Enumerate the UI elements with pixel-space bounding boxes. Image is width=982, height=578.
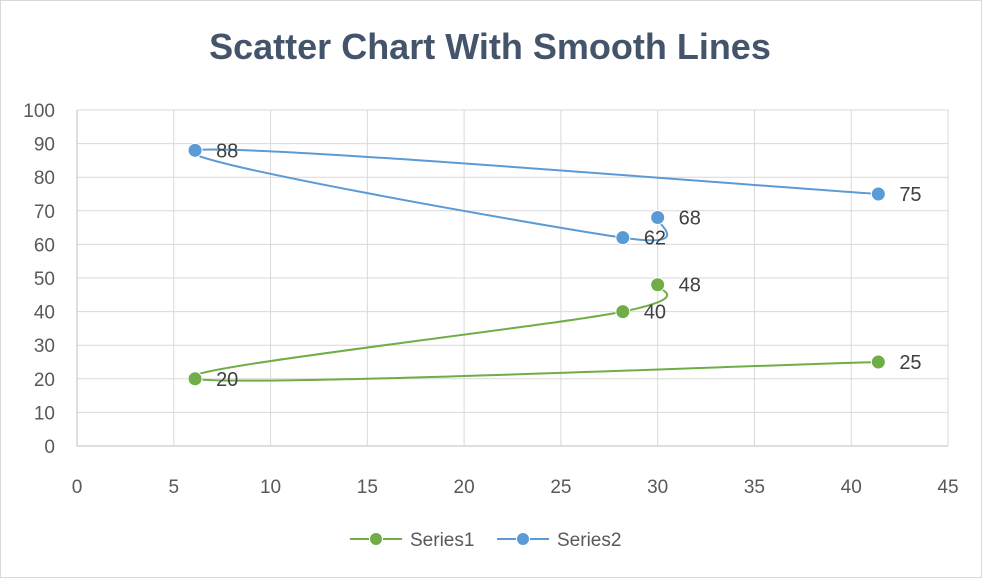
x-tick-label: 10 <box>260 477 281 498</box>
x-tick-label: 30 <box>647 477 668 498</box>
grid-lines <box>76 109 949 447</box>
y-tick-label: 80 <box>34 168 55 189</box>
y-tick-label: 40 <box>34 303 55 324</box>
series-1: 48 40 20 25 <box>187 275 922 391</box>
x-tick-label: 45 <box>937 477 958 498</box>
data-point <box>615 230 631 246</box>
data-label: 68 <box>679 208 701 230</box>
data-label: 48 <box>679 275 701 297</box>
x-tick-label: 5 <box>168 477 179 498</box>
data-point <box>870 354 886 370</box>
x-tick-label: 20 <box>454 477 475 498</box>
data-label: 88 <box>216 140 238 162</box>
x-tick-label: 35 <box>744 477 765 498</box>
data-label: 40 <box>644 302 666 324</box>
legend-marker <box>369 532 383 546</box>
legend-label: Series2 <box>557 530 621 551</box>
y-tick-label: 60 <box>34 235 55 256</box>
data-label: 75 <box>899 184 921 206</box>
data-label: 25 <box>899 352 921 374</box>
legend-entry-2: Series2 <box>497 530 621 551</box>
data-point <box>187 371 203 387</box>
y-tick-label: 90 <box>34 135 55 156</box>
data-label: 62 <box>644 228 666 250</box>
y-tick-label: 0 <box>44 437 55 458</box>
x-tick-label: 0 <box>72 477 83 498</box>
legend-label: Series1 <box>410 530 474 551</box>
data-point <box>650 277 666 293</box>
data-label: 20 <box>216 369 238 391</box>
chart-title: Scatter Chart With Smooth Lines <box>209 26 771 67</box>
y-tick-label: 70 <box>34 202 55 223</box>
y-tick-label: 30 <box>34 336 55 357</box>
series-2: 68 62 88 75 <box>187 140 922 250</box>
data-point <box>650 210 666 226</box>
legend-entry-1: Series1 <box>350 530 474 551</box>
y-tick-label: 50 <box>34 269 55 290</box>
y-tick-label: 10 <box>34 403 55 424</box>
data-point <box>615 304 631 320</box>
x-tick-label: 40 <box>841 477 862 498</box>
y-tick-label: 20 <box>34 370 55 391</box>
series-layer: 48 40 20 25 68 62 88 75 <box>187 140 922 391</box>
data-point <box>870 186 886 202</box>
series-line <box>190 148 879 242</box>
x-tick-label: 15 <box>357 477 378 498</box>
y-tick-label: 100 <box>23 101 55 122</box>
axes: 0 10 20 30 40 50 60 70 80 90 100 0 5 10 15 20 25 30 35 40 45 <box>23 101 958 498</box>
data-point <box>187 142 203 158</box>
series-line <box>190 283 879 382</box>
legend-marker <box>516 532 530 546</box>
legend: Series1 Series2 <box>350 530 621 551</box>
x-tick-label: 25 <box>550 477 571 498</box>
